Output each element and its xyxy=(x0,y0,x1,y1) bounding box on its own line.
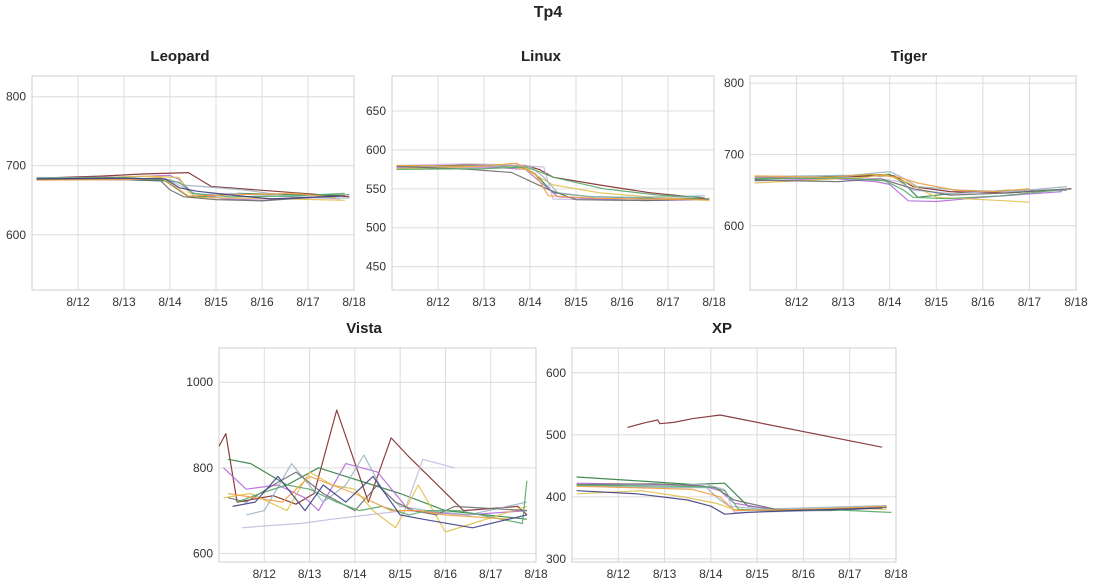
xp-series-line xyxy=(576,485,887,510)
linux-x-tick-label: 8/14 xyxy=(518,295,542,309)
tiger-x-tick-label: 8/13 xyxy=(831,295,855,309)
tiger-y-tick-label: 600 xyxy=(724,219,744,233)
chart-title-vista: Vista xyxy=(346,320,382,337)
linux-series-line xyxy=(396,162,705,201)
vista-x-tick-label: 8/12 xyxy=(253,567,277,581)
vista-x-tick-label: 8/16 xyxy=(434,567,458,581)
vista-series-line xyxy=(232,475,528,529)
xp-series-line xyxy=(576,490,883,515)
vista-x-tick-label: 8/13 xyxy=(298,567,322,581)
leopard-y-tick-label: 800 xyxy=(6,90,26,104)
leopard-x-tick-label: 8/18 xyxy=(342,295,366,309)
chart-leopard: 8/12 8/13 8/14 8/15 8/16 8/17 8/18 600 700 800 xyxy=(6,75,366,309)
xp-x-tick-label: 8/18 xyxy=(884,567,908,581)
chart-panel-vista: Vista 8/12 8/13 8/14 8/15 8/16 8/17 8/18 600 800… xyxy=(178,320,550,585)
leopard-series-line xyxy=(36,177,341,200)
chart-title-xp: XP xyxy=(711,320,732,337)
page-title: Tp4 xyxy=(533,4,563,21)
vista-y-tick-label: 600 xyxy=(193,546,213,560)
tiger-x-tick-label: 8/14 xyxy=(878,295,902,309)
vista-series-line xyxy=(228,475,509,520)
linux-x-tick-label: 8/12 xyxy=(426,295,450,309)
xp-x-tick-label: 8/14 xyxy=(699,567,723,581)
linux-series-line xyxy=(396,165,710,202)
chart-title-leopard: Leopard xyxy=(150,48,210,65)
leopard-y-tick-label: 600 xyxy=(6,228,26,242)
xp-series-line xyxy=(627,414,883,448)
linux-y-tick-label: 550 xyxy=(366,182,386,196)
linux-x-tick-label: 8/17 xyxy=(656,295,680,309)
vista-x-tick-label: 8/14 xyxy=(343,567,367,581)
xp-x-tick-label: 8/17 xyxy=(838,567,862,581)
xp-y-tick-label: 600 xyxy=(546,366,566,380)
vista-series-line xyxy=(223,462,527,516)
vista-series-line xyxy=(227,471,527,516)
linux-x-tick-label: 8/15 xyxy=(564,295,588,309)
tiger-plot-frame xyxy=(749,75,1077,291)
xp-plot-frame xyxy=(571,347,897,563)
leopard-x-tick-label: 8/17 xyxy=(296,295,320,309)
linux-series-line xyxy=(396,166,701,198)
vista-y-tick-label: 1000 xyxy=(186,375,213,389)
tiger-x-tick-label: 8/15 xyxy=(925,295,949,309)
vista-x-tick-label: 8/15 xyxy=(388,567,412,581)
xp-y-tick-label: 300 xyxy=(546,552,566,566)
chart-title-tiger: Tiger xyxy=(890,48,928,65)
vista-plot-frame xyxy=(218,347,537,563)
linux-series-line xyxy=(396,164,705,199)
vista-series-line xyxy=(236,480,528,525)
vista-y-tick-label: 800 xyxy=(193,461,213,475)
tiger-series-line xyxy=(754,178,1072,196)
leopard-x-tick-label: 8/16 xyxy=(250,295,274,309)
xp-series-line xyxy=(576,485,887,512)
chart-tiger: 8/12 8/13 8/14 8/15 8/16 8/17 8/18 600 700 800 xyxy=(724,75,1088,309)
leopard-plot-frame xyxy=(31,75,355,291)
tiger-y-tick-label: 800 xyxy=(724,76,744,90)
tiger-series-line xyxy=(754,173,1030,203)
leopard-x-tick-label: 8/13 xyxy=(112,295,136,309)
leopard-series-line xyxy=(36,176,336,199)
linux-x-tick-label: 8/18 xyxy=(702,295,726,309)
vista-x-tick-label: 8/17 xyxy=(479,567,503,581)
vista-series-line xyxy=(223,471,528,533)
linux-y-tick-label: 650 xyxy=(366,104,386,118)
leopard-x-tick-label: 8/12 xyxy=(66,295,90,309)
linux-series-line xyxy=(396,164,705,199)
tiger-series-line xyxy=(754,177,1058,200)
xp-y-tick-label: 400 xyxy=(546,490,566,504)
tiger-x-tick-label: 8/16 xyxy=(971,295,995,309)
linux-y-tick-label: 600 xyxy=(366,143,386,157)
tiger-y-tick-label: 700 xyxy=(724,147,744,161)
xp-x-tick-label: 8/15 xyxy=(745,567,769,581)
vista-series-line xyxy=(227,458,527,520)
leopard-x-tick-label: 8/14 xyxy=(158,295,182,309)
tiger-series-line xyxy=(754,173,1030,193)
chart-panel-leopard: Leopard 8/12 8/13 8/14 8/15 8/16 8/17 8/18 600 7… xyxy=(0,48,366,310)
chart-linux: 8/12 8/13 8/14 8/15 8/16 8/17 8/18 450 500 550 600… xyxy=(366,75,726,309)
leopard-x-tick-label: 8/15 xyxy=(204,295,228,309)
xp-x-tick-label: 8/12 xyxy=(607,567,631,581)
linux-x-tick-label: 8/13 xyxy=(472,295,496,309)
leopard-y-tick-label: 700 xyxy=(6,159,26,173)
chart-panel-xp: XP 8/12 8/13 8/14 8/15 8/16 8/17 8/18 300 400 500… xyxy=(536,320,908,585)
tiger-x-tick-label: 8/12 xyxy=(785,295,809,309)
xp-x-tick-label: 8/13 xyxy=(653,567,677,581)
tiger-x-tick-label: 8/17 xyxy=(1018,295,1042,309)
leopard-series-line xyxy=(36,171,350,198)
chart-panel-linux: Linux 8/12 8/13 8/14 8/15 8/16 8/17 8/18 450 500… xyxy=(360,48,726,310)
chart-title-linux: Linux xyxy=(521,48,561,65)
chart-xp: 8/12 8/13 8/14 8/15 8/16 8/17 8/18 300 400 500 600 xyxy=(546,347,908,581)
chart-panel-tiger: Tiger 8/12 8/13 8/14 8/15 8/16 8/17 8/18 600 700… xyxy=(722,48,1096,310)
vista-series-line xyxy=(241,458,455,529)
linux-y-tick-label: 500 xyxy=(366,221,386,235)
xp-x-tick-label: 8/16 xyxy=(792,567,816,581)
linux-x-tick-label: 8/16 xyxy=(610,295,634,309)
chart-vista: 8/12 8/13 8/14 8/15 8/16 8/17 8/18 600 800 1000 xyxy=(186,347,548,581)
vista-x-tick-label: 8/18 xyxy=(524,567,548,581)
linux-plot-frame xyxy=(391,75,715,291)
xp-y-tick-label: 500 xyxy=(546,428,566,442)
linux-y-tick-label: 450 xyxy=(366,260,386,274)
tiger-x-tick-label: 8/18 xyxy=(1064,295,1088,309)
